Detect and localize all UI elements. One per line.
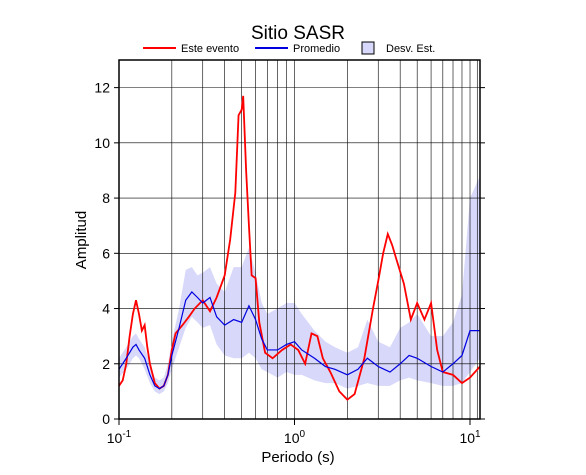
y-tick-label: 4	[102, 301, 110, 317]
x-tick-base: 10	[284, 430, 300, 446]
y-tick-label: 0	[102, 411, 110, 427]
x-tick-exponent: -1	[122, 429, 131, 440]
x-tick-label: 100	[284, 429, 306, 446]
y-tick-label: 12	[94, 80, 110, 96]
y-tick-label: 10	[94, 135, 110, 151]
x-tick-base: 10	[459, 430, 475, 446]
series-line	[118, 95, 481, 401]
x-tick-base: 10	[107, 430, 123, 446]
x-tick-label: 101	[459, 429, 481, 446]
legend-label: Este evento	[181, 43, 239, 55]
legend-label: Desv. Est.	[386, 43, 435, 55]
y-tick-label: 2	[102, 356, 110, 372]
y-axis-label: Amplitud	[73, 211, 90, 269]
legend-swatch	[361, 41, 375, 55]
x-tick-label: 10-1	[107, 429, 132, 446]
chart-title: Sitio SASR	[251, 23, 345, 44]
legend-label: Promedio	[293, 43, 340, 55]
series-line	[118, 291, 480, 390]
x-axis-label: Periodo (s)	[261, 449, 334, 466]
y-tick-label: 6	[102, 245, 110, 261]
legend: Este evento Promedio Desv. Est.	[143, 41, 435, 55]
std-band	[119, 175, 480, 395]
x-tick-exponent: 1	[475, 429, 481, 440]
y-tick-label: 8	[102, 190, 110, 206]
plot-frame	[118, 59, 481, 420]
x-tick-exponent: 0	[300, 429, 306, 440]
